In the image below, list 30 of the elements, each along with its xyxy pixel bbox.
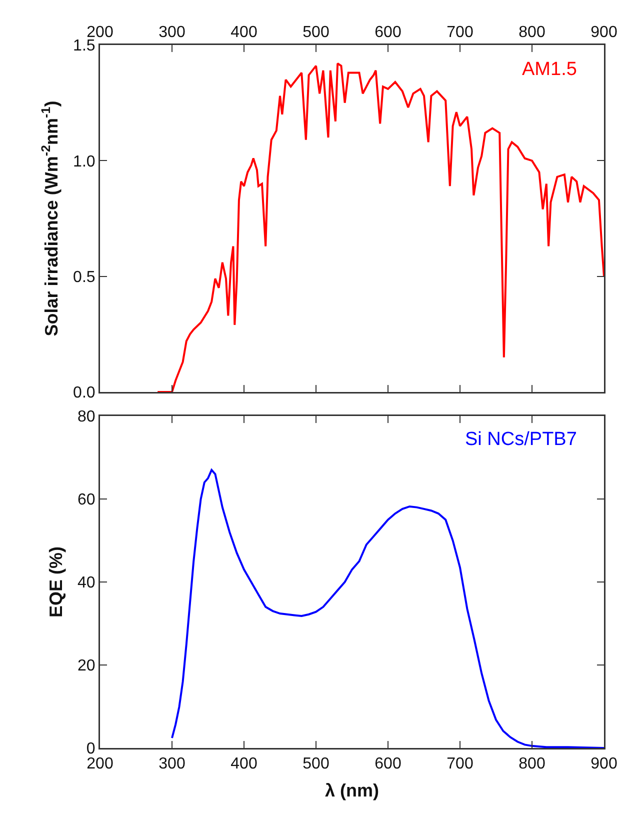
x-tick-label: 700: [446, 756, 474, 773]
x-tick-label: 400: [230, 756, 258, 773]
x-tick-label: 600: [374, 756, 402, 773]
x-tick-label: 300: [158, 756, 186, 773]
y-tick-label: 60: [78, 492, 96, 509]
y-tick-label: 40: [78, 574, 96, 592]
x-axis-title: λ (nm): [325, 780, 380, 801]
x-tick-label: 600: [374, 24, 402, 42]
y-tick-label: 0: [86, 740, 96, 758]
y-tick-label: 0.5: [73, 268, 96, 286]
x-tick-label: 200: [86, 756, 114, 773]
y-tick-label: 20: [78, 658, 96, 675]
y-tick-label: 80: [78, 408, 96, 426]
line-series: [156, 62, 604, 392]
annotation: AM1.5: [522, 59, 577, 80]
line-series: [171, 468, 604, 748]
x-tick-label: 800: [518, 756, 546, 773]
annotation: Si NCs/PTB7: [465, 429, 577, 450]
y-axis-title: EQE (%): [46, 546, 66, 618]
y-tick-label: 1.5: [73, 38, 96, 55]
y-tick-label: 0.0: [73, 384, 96, 402]
x-tick-label: 700: [446, 24, 474, 42]
x-tick-label: 300: [158, 24, 186, 42]
x-tick-label: 500: [302, 756, 330, 773]
x-tick-label: 900: [590, 24, 618, 42]
y-tick-label: 1.0: [73, 153, 96, 170]
x-tick-label: 400: [230, 24, 258, 42]
x-tick-label: 800: [518, 24, 546, 42]
x-tick-label: 900: [590, 756, 618, 773]
x-tick-label: 500: [302, 24, 330, 42]
